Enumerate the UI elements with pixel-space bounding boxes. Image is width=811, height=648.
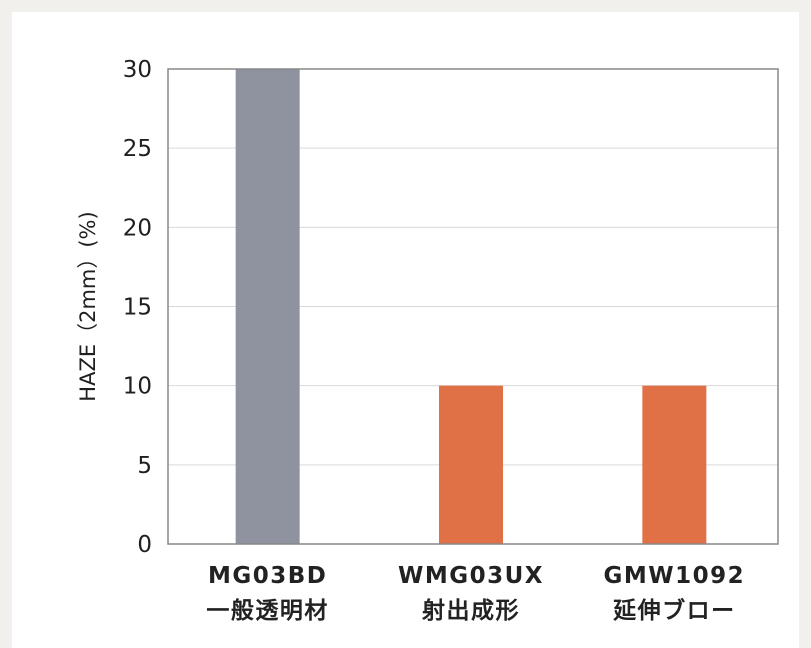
x-category-label-2-0: GMW1092 — [604, 563, 746, 589]
y-tick-label-10: 10 — [123, 374, 152, 400]
y-tick-label-0: 0 — [137, 532, 152, 558]
y-tick-labels: 0 5 10 15 20 25 30 — [123, 57, 152, 558]
x-category-label-0-1: 一般透明材 — [206, 597, 329, 624]
y-tick-label-30: 30 — [123, 57, 152, 83]
y-tick-label-25: 25 — [123, 136, 152, 162]
x-category-label-2-1: 延伸ブロー — [612, 597, 736, 624]
x-category-label-1-0: WMG03UX — [398, 563, 544, 589]
y-tick-label-5: 5 — [137, 453, 152, 479]
bar-1 — [439, 385, 503, 544]
x-category-labels: MG03BD 一般透明材 WMG03UX 射出成形 GMW1092 延伸ブロー — [206, 563, 746, 624]
plot-frame — [167, 68, 779, 545]
bars — [235, 69, 707, 544]
x-category-label-0-0: MG03BD — [208, 563, 327, 589]
y-tick-label-20: 20 — [123, 215, 152, 241]
chart-card: 0 5 10 15 20 25 30 MG03BD 一般透明材 WMG03UX 射出成形 GMW10… — [12, 12, 799, 648]
haze-bar-chart: 0 5 10 15 20 25 30 MG03BD 一般透明材 WMG03UX 射出成形 GMW10… — [76, 57, 779, 624]
y-tick-label-15: 15 — [123, 295, 152, 321]
plot-border — [167, 68, 779, 545]
bar-0 — [235, 69, 300, 544]
y-axis-title: HAZE（2mm）(%) — [76, 211, 100, 401]
bar-2 — [642, 385, 707, 544]
x-category-label-1-1: 射出成形 — [421, 597, 520, 624]
